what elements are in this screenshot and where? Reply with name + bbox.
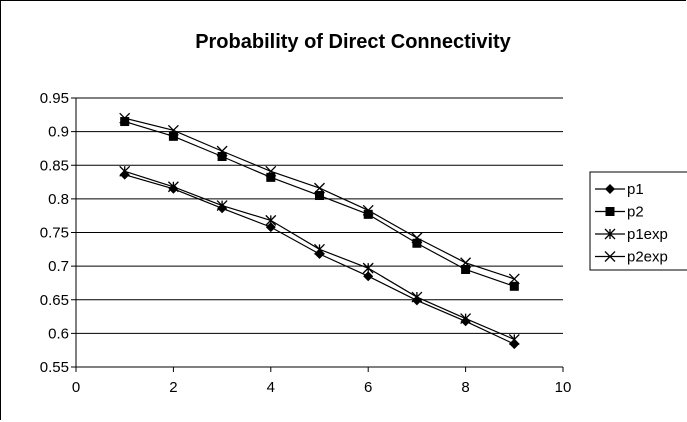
- x-tick-label: 4: [267, 379, 275, 396]
- series-line: [124, 120, 515, 287]
- y-tick-label: 0.9: [48, 124, 69, 141]
- legend-label: p2exp: [627, 249, 668, 266]
- data-point: [461, 264, 471, 274]
- series-p2: [120, 117, 519, 291]
- y-tick-label: 0.85: [40, 157, 69, 174]
- data-point: [363, 209, 373, 219]
- data-point: [216, 200, 228, 212]
- data-point: [363, 271, 374, 282]
- legend-marker: [605, 207, 615, 216]
- y-tick-label: 0.6: [48, 325, 69, 342]
- data-point: [508, 333, 520, 345]
- data-point: [412, 238, 422, 248]
- data-point: [265, 214, 277, 226]
- axes: [71, 97, 564, 372]
- legend-marker: [604, 228, 616, 240]
- data-point: [119, 165, 131, 177]
- legend-item: p1: [595, 181, 644, 198]
- y-tick-label: 0.95: [40, 90, 69, 107]
- y-tick-label: 0.55: [40, 359, 69, 376]
- data-point: [266, 172, 276, 182]
- series-group: [119, 112, 520, 350]
- legend-marker: [604, 251, 616, 262]
- x-tick-label: 0: [72, 379, 80, 396]
- x-tick-label: 2: [169, 379, 177, 396]
- x-tick-label: 6: [364, 379, 372, 396]
- data-point: [509, 281, 519, 291]
- data-point: [119, 112, 131, 124]
- x-tick-labels: 0 2 4 6 8 10: [72, 379, 572, 396]
- x-tick-label: 8: [461, 379, 469, 396]
- gridlines: [76, 97, 563, 334]
- series-p2exp: [119, 112, 520, 285]
- legend: p1 p2 p1exp p2exp: [589, 171, 687, 271]
- data-point: [315, 191, 324, 201]
- series-line: [124, 174, 515, 345]
- legend-label: p2: [627, 204, 644, 221]
- legend-label: p1: [627, 181, 644, 198]
- data-point: [120, 117, 130, 127]
- legend-item: p2: [595, 204, 644, 221]
- data-point: [167, 124, 179, 136]
- y-tick-label: 0.65: [40, 292, 69, 309]
- chart-title: Probability of Direct Connectivity: [195, 31, 511, 53]
- series-p1exp: [119, 165, 520, 345]
- data-point: [362, 262, 374, 274]
- data-point: [265, 222, 276, 233]
- data-point: [362, 204, 374, 216]
- data-point: [168, 131, 178, 141]
- x-tick-label: 10: [555, 379, 572, 396]
- data-point: [314, 243, 325, 255]
- data-point: [314, 182, 325, 194]
- legend-marker: [605, 184, 615, 194]
- y-tick-label: 0.7: [48, 258, 69, 275]
- data-point: [167, 181, 179, 193]
- y-tick-labels: 0.95 0.9 0.85 0.8 0.75 0.7 0.65 0.6 0.55: [40, 90, 69, 376]
- data-point: [508, 273, 520, 285]
- y-tick-label: 0.75: [40, 225, 69, 242]
- data-point: [411, 291, 423, 303]
- data-point: [460, 257, 472, 269]
- data-point: [217, 152, 227, 162]
- data-point: [411, 232, 423, 244]
- legend-item: p2exp: [595, 249, 668, 266]
- data-point: [216, 145, 228, 157]
- y-tick-label: 0.8: [48, 191, 69, 208]
- legend-label: p1exp: [627, 226, 668, 243]
- legend-item: p1exp: [595, 226, 668, 243]
- data-point: [460, 313, 472, 325]
- data-point: [265, 165, 277, 177]
